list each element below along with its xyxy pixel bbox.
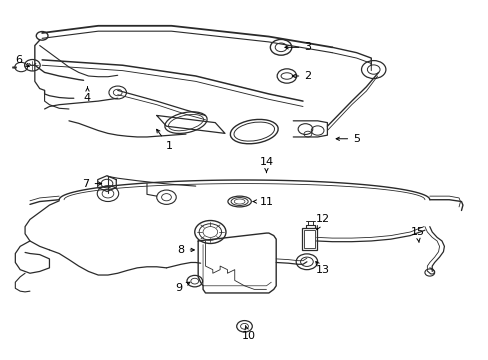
Text: 11: 11	[253, 197, 273, 207]
Text: 7: 7	[82, 179, 102, 189]
Bar	[304, 230, 314, 248]
Text: 10: 10	[241, 325, 255, 341]
Text: 14: 14	[259, 157, 273, 173]
Text: 13: 13	[315, 262, 329, 275]
Text: 8: 8	[177, 245, 194, 255]
Text: 12: 12	[315, 215, 329, 230]
Text: 2: 2	[292, 71, 311, 81]
Bar	[302, 228, 316, 250]
Text: 1: 1	[156, 129, 172, 151]
Text: 15: 15	[410, 227, 424, 243]
Text: 3: 3	[285, 42, 311, 52]
Text: 6: 6	[16, 55, 29, 67]
Text: 9: 9	[175, 282, 189, 293]
Text: 4: 4	[84, 87, 91, 103]
Text: 5: 5	[335, 134, 360, 144]
